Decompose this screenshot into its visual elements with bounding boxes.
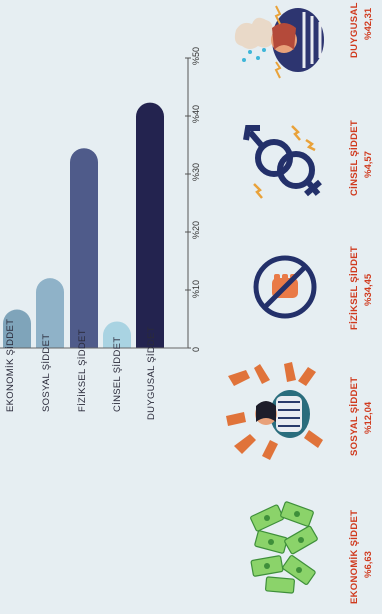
pointing-hands-woman-icon [226,362,323,460]
category-label-social: SOSYAL ŞİDDET [41,333,52,412]
distressed-woman-icon [234,5,324,79]
tick-label-30: %30 [191,162,201,181]
gender-symbols-icon [243,125,322,199]
category-label-sexual: CİNSEL ŞİDDET [112,336,123,412]
tick-label-50: %50 [191,46,201,65]
caption-sexual-name: CİNSEL ŞİDDET [349,119,360,196]
caption-economic-name: EKONOMİK ŞİDDET [349,509,360,604]
caption-sexual-value: %4,57 [363,151,374,178]
tick-label-0: 0 [191,346,201,352]
tick-label-10: %10 [191,279,201,298]
bar [36,278,64,348]
money-icon [250,501,318,594]
category-label-economic: EKONOMİK ŞİDDET [5,318,16,412]
caption-physical-name: FİZİKSEL ŞİDDET [349,245,360,330]
caption-emotional-name: DUYGUSAL ŞİDDET [349,0,360,58]
caption-physical-value: %34,45 [363,273,374,306]
caption-social-name: SOSYAL ŞİDDET [349,376,360,456]
tick-label-20: %20 [191,220,201,239]
bar [3,309,31,348]
category-label-emotional: DUYGUSAL ŞİDDET [146,326,157,420]
caption-emotional-value: %42,31 [363,7,374,40]
no-violence-icon [253,255,317,319]
tick-label-40: %40 [191,104,201,123]
bar [103,321,131,348]
caption-social-value: %12,04 [363,401,374,434]
bar [136,102,164,348]
caption-economic-value: %6,63 [363,551,374,578]
bar [70,148,98,348]
category-label-physical: FİZİKSEL ŞİDDET [77,329,88,412]
